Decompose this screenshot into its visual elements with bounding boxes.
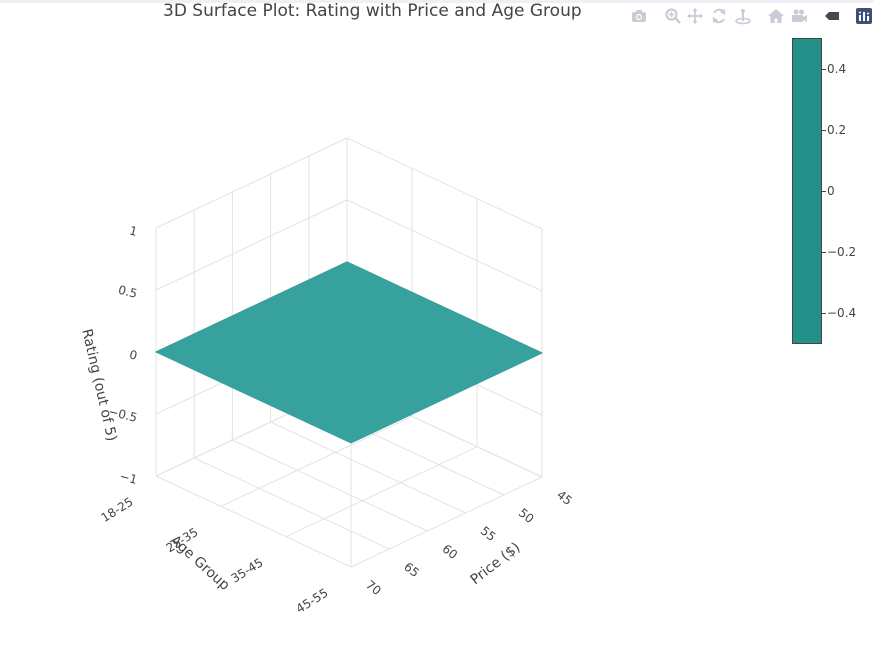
- colorbar-tick-mark: [822, 68, 826, 70]
- turntable-icon[interactable]: [734, 7, 752, 25]
- y-tick-label: 45: [554, 488, 575, 508]
- y-tick-label: 65: [401, 560, 422, 580]
- colorbar-tick-label: 0: [827, 184, 835, 198]
- x-tick-label: 35-45: [229, 555, 266, 585]
- z-grid-line: [155, 137, 348, 229]
- top-border: [0, 0, 874, 3]
- zoom-icon[interactable]: [664, 7, 682, 25]
- y-axis-title: Price ($): [468, 540, 524, 589]
- pan-icon[interactable]: [686, 7, 704, 25]
- y-grid-line: [155, 475, 352, 568]
- x-axis-title: Age Group: [167, 532, 233, 594]
- z-grid-line: [346, 137, 543, 230]
- colorbar-tick-mark: [822, 252, 826, 254]
- y-grid-line: [193, 457, 390, 550]
- plotly-logo-icon[interactable]: [855, 7, 873, 25]
- camera-icon[interactable]: [630, 7, 648, 25]
- z-tick-label: −0.5: [107, 404, 139, 425]
- video-camera-icon[interactable]: [790, 7, 808, 25]
- x-tick-label: 45-55: [294, 586, 331, 616]
- colorbar-tick-mark: [822, 313, 826, 315]
- z-tick-label: 1: [128, 223, 139, 238]
- y-tick-label: 50: [516, 506, 537, 526]
- colorbar-tick-label: 0.4: [827, 61, 847, 76]
- colorbar-tick-label: 0.2: [827, 122, 847, 137]
- home-icon[interactable]: [767, 7, 785, 25]
- x-grid-line: [220, 415, 413, 507]
- surface[interactable]: [154, 261, 544, 444]
- x-grid-line: [285, 446, 478, 538]
- z-tick-label: 0: [128, 347, 139, 362]
- colorbar-tick-label: −0.4: [827, 306, 857, 321]
- y-grid-line: [270, 421, 466, 514]
- y-tick-label: 60: [440, 542, 461, 562]
- hover-tag-icon[interactable]: [823, 7, 841, 25]
- z-grid-line: [155, 199, 348, 291]
- colorbar-tick-label: −0.2: [827, 245, 857, 260]
- z-tick-label: −1: [118, 469, 139, 487]
- z-axis-title: Rating (out of 5): [78, 327, 119, 442]
- surface-plane[interactable]: [154, 261, 544, 444]
- y-tick-label: 55: [478, 524, 499, 544]
- y-tick-label: 70: [363, 578, 384, 598]
- x-grid-line: [350, 476, 543, 568]
- orbit-icon[interactable]: [710, 7, 728, 25]
- colorbar-tick-mark: [822, 129, 826, 131]
- y-grid-line: [232, 439, 428, 532]
- chart-title: 3D Surface Plot: Rating with Price and A…: [163, 1, 582, 21]
- colorbar-tick-mark: [822, 191, 826, 192]
- z-tick-label: 0.5: [117, 283, 139, 301]
- z-grid-line: [346, 199, 543, 292]
- colorbar: [792, 38, 822, 344]
- x-tick-label: 18-25: [99, 495, 136, 525]
